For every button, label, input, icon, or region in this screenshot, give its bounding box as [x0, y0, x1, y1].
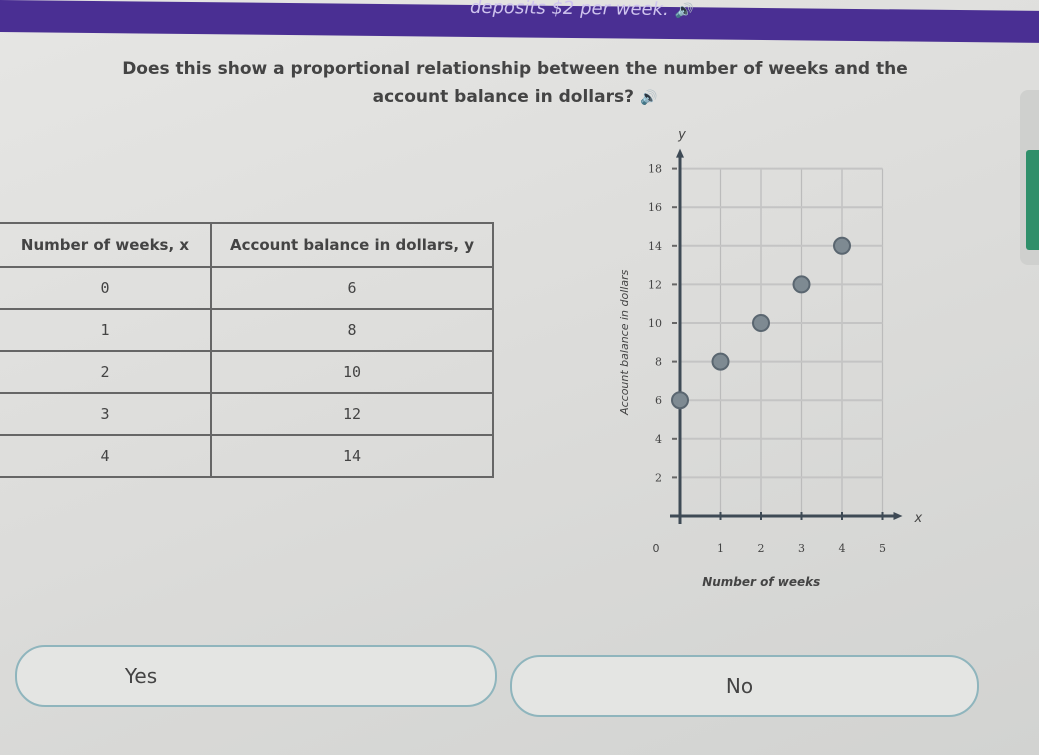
- progress-indicator: [1026, 150, 1039, 250]
- answer-no-button[interactable]: No: [510, 655, 979, 717]
- origin-label: 0: [653, 542, 660, 555]
- y-tick-label: 16: [648, 201, 662, 214]
- header-weeks: Number of weeks, x: [0, 222, 212, 268]
- data-point: [752, 314, 770, 332]
- speaker-icon[interactable]: 🔊: [674, 3, 693, 20]
- data-point: [792, 275, 811, 294]
- y-axis-arrow: [676, 148, 684, 158]
- y-tick-label: 18: [648, 163, 662, 176]
- x-axis-arrow: [893, 512, 903, 520]
- y-tick-label: 10: [648, 317, 662, 330]
- x-axis-label: Number of weeks: [702, 575, 820, 589]
- x-tick-label: 4: [839, 542, 846, 555]
- top-banner: deposits $2 per week. 🔊: [0, 0, 1039, 43]
- x-tick-label: 3: [798, 542, 805, 555]
- data-point: [833, 236, 851, 255]
- data-point: [671, 391, 689, 410]
- x-tick-label: 2: [758, 542, 765, 555]
- y-tick-label: 14: [648, 240, 662, 253]
- y-tick-label: 2: [655, 471, 662, 484]
- table-row: 4 14: [0, 434, 494, 478]
- x-tick-label: 1: [717, 542, 724, 555]
- x-tick-label: 5: [879, 542, 886, 555]
- question-text: Does this show a proportional relationsh…: [122, 59, 908, 107]
- y-tick-label: 12: [648, 278, 662, 291]
- table-row: 3 12: [0, 392, 494, 436]
- answer-yes-button[interactable]: Yes: [15, 645, 497, 707]
- speaker-icon[interactable]: 🔊: [639, 90, 658, 106]
- side-panel-tab[interactable]: [1020, 90, 1039, 265]
- data-point: [711, 352, 730, 371]
- y-tick-label: 4: [655, 433, 662, 446]
- y-axis-name: y: [677, 128, 686, 143]
- x-axis-name: x: [914, 511, 923, 526]
- table-row: 2 10: [0, 350, 494, 394]
- table-header-row: Number of weeks, x Account balance in do…: [0, 222, 494, 268]
- data-table: Number of weeks, x Account balance in do…: [0, 222, 494, 478]
- header-balance: Account balance in dollars, y: [210, 222, 494, 268]
- y-tick-label: 6: [655, 394, 662, 407]
- y-axis-label: Account balance in dollars: [618, 269, 631, 416]
- banner-text: deposits $2 per week.: [470, 0, 669, 21]
- y-tick-label: 8: [655, 356, 662, 369]
